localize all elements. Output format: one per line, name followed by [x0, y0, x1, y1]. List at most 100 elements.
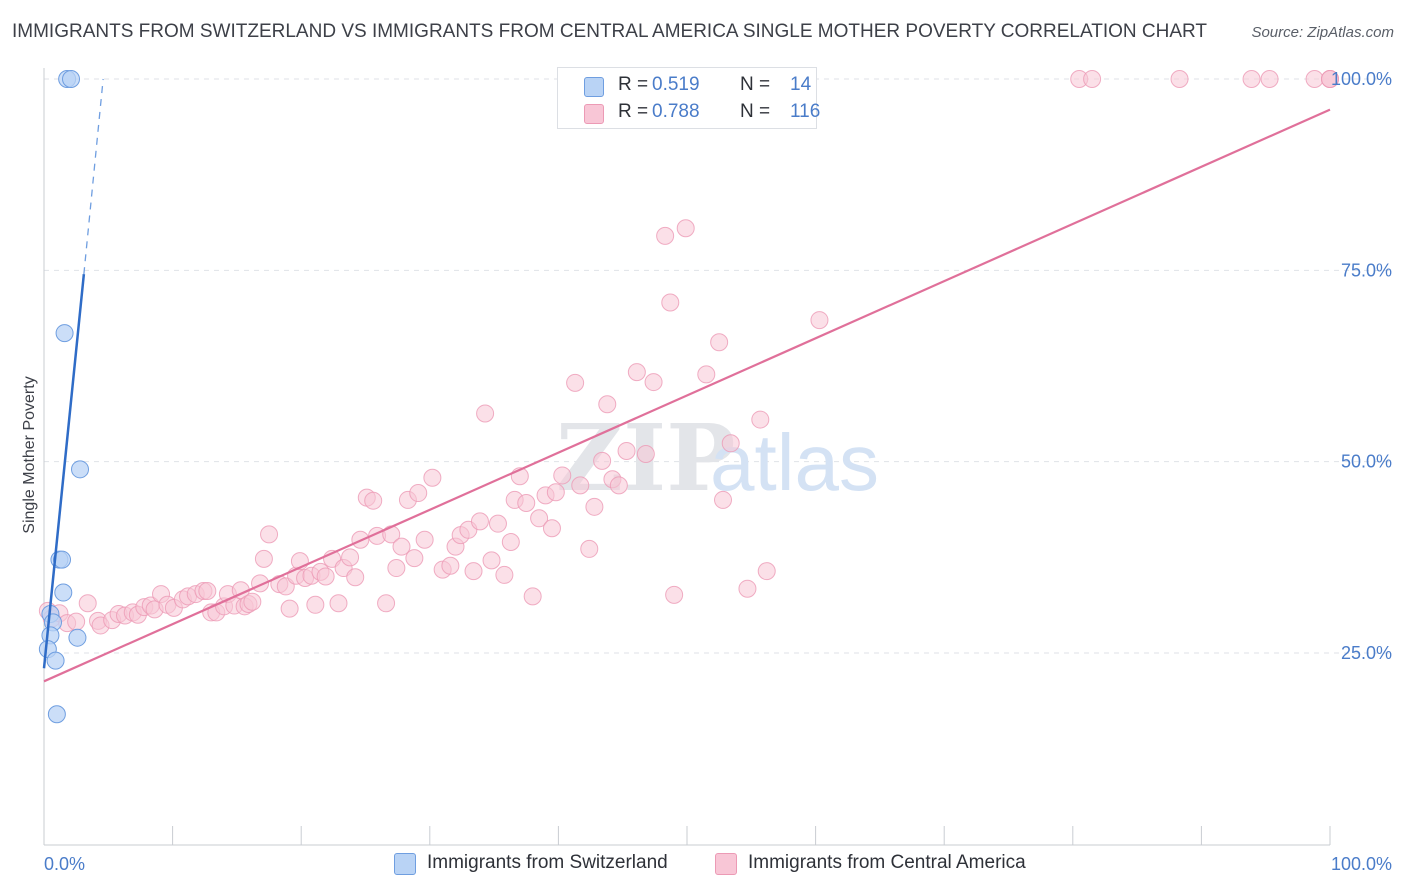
y-tick-label-0: 25.0% [1341, 643, 1392, 663]
central-america-point-114 [1305, 70, 1324, 88]
central-america-point-104 [721, 434, 740, 453]
central-america-point-80 [530, 509, 549, 528]
central-america-point-82 [542, 519, 561, 538]
central-america-point-101 [697, 365, 716, 384]
y-tick-label-3: 100.0% [1331, 69, 1392, 89]
central-america-point-63 [423, 468, 442, 487]
central-america-point-69 [464, 562, 483, 581]
switzerland-point-5 [53, 550, 72, 569]
central-america-point-88 [585, 497, 604, 516]
correlation-legend: R = 0.519 N = 14 R = 0.788 N = 116 [557, 67, 820, 129]
central-america-point-92 [609, 476, 628, 495]
x-tick-label-0: 0.0% [44, 854, 85, 874]
axes [43, 68, 1331, 846]
central-america-point-49 [341, 548, 360, 567]
central-america-point-96 [644, 373, 663, 392]
central-america-point-89 [593, 451, 612, 470]
central-america-point-83 [546, 483, 565, 502]
central-america-point-85 [566, 373, 585, 392]
watermark-atlas: atlas [710, 418, 879, 507]
central-america-points [38, 70, 1339, 635]
central-america-point-74 [495, 565, 514, 584]
bottom-legend-swatch-central-america [715, 853, 737, 875]
central-america-point-57 [387, 559, 406, 578]
central-america-point-34 [254, 549, 273, 568]
central-america-point-95 [636, 445, 655, 464]
central-america-point-107 [757, 562, 776, 581]
central-america-point-72 [482, 551, 501, 570]
central-america-point-110 [1083, 70, 1102, 88]
central-america-point-23 [198, 582, 217, 601]
central-america-point-78 [517, 493, 536, 512]
central-america-point-102 [710, 333, 729, 352]
central-america-point-112 [1242, 70, 1261, 88]
central-america-point-45 [316, 567, 335, 586]
central-america-point-94 [627, 363, 646, 382]
central-america-point-65 [441, 556, 460, 575]
central-america-point-4 [67, 612, 86, 631]
switzerland-trend-line [42, 274, 86, 669]
central-america-trend-line [43, 108, 1331, 683]
central-america-point-84 [553, 466, 572, 485]
central-america-point-61 [409, 484, 428, 503]
central-america-point-55 [377, 594, 396, 613]
central-america-point-111 [1170, 70, 1189, 88]
trend-lines [42, 78, 1331, 683]
central-america-point-93 [617, 441, 636, 460]
switzerland-point-2 [55, 324, 74, 343]
switzerland-point-12 [46, 651, 65, 670]
central-america-point-105 [738, 579, 757, 598]
central-america-point-90 [598, 395, 617, 414]
switzerland-point-1 [62, 70, 81, 88]
central-america-point-73 [488, 514, 507, 533]
gridlines [44, 78, 1392, 654]
central-america-point-35 [260, 525, 279, 544]
central-america-point-108 [810, 311, 829, 330]
central-america-point-106 [751, 410, 770, 429]
central-america-point-98 [661, 293, 680, 312]
central-america-point-103 [714, 490, 733, 509]
switzerland-point-3 [71, 460, 90, 479]
legend-swatch-switzerland [584, 77, 604, 97]
central-america-point-38 [280, 599, 299, 618]
central-america-point-43 [306, 595, 325, 614]
chart-title: IMMIGRANTS FROM SWITZERLAND VS IMMIGRANT… [12, 21, 1208, 42]
central-america-point-71 [476, 404, 495, 423]
legend-r-value-central-america: 0.788 [652, 101, 700, 122]
central-america-point-100 [676, 219, 695, 238]
y-tick-label-2: 75.0% [1341, 260, 1392, 280]
central-america-point-86 [571, 476, 590, 495]
bottom-legend-label-central-america: Immigrants from Central America [748, 852, 1026, 873]
bottom-legend-label-switzerland: Immigrants from Switzerland [427, 852, 668, 873]
central-america-point-113 [1260, 70, 1279, 88]
legend-n-label: N = [740, 74, 771, 95]
central-america-point-5 [78, 594, 97, 613]
central-america-point-60 [405, 549, 424, 568]
central-america-point-50 [346, 568, 365, 587]
y-axis-label: Single Mother Poverty [21, 376, 38, 533]
legend-n-value-switzerland: 14 [790, 74, 812, 95]
switzerland-point-13 [47, 705, 66, 724]
y-tick-label-1: 50.0% [1341, 452, 1392, 472]
legend-r-label: R = [618, 74, 649, 95]
central-america-point-62 [415, 530, 434, 549]
legend-r-value-switzerland: 0.519 [652, 74, 700, 95]
central-america-point-75 [501, 533, 520, 552]
x-tick-label-1: 100.0% [1331, 854, 1392, 874]
legend-n-label: N = [740, 101, 771, 122]
legend-swatch-central-america [584, 104, 604, 124]
bottom-legend-swatch-switzerland [394, 853, 416, 875]
central-america-point-70 [470, 512, 489, 531]
switzerland-point-6 [54, 583, 73, 602]
central-america-point-32 [243, 592, 262, 611]
central-america-point-47 [329, 594, 348, 613]
switzerland-trend-extension [83, 78, 104, 275]
legend-r-label: R = [618, 101, 649, 122]
switzerland-point-11 [68, 628, 87, 647]
central-america-point-99 [665, 585, 684, 604]
central-america-point-53 [364, 491, 383, 510]
central-america-point-58 [392, 537, 411, 556]
central-america-point-87 [580, 539, 599, 558]
central-america-point-97 [656, 226, 675, 245]
